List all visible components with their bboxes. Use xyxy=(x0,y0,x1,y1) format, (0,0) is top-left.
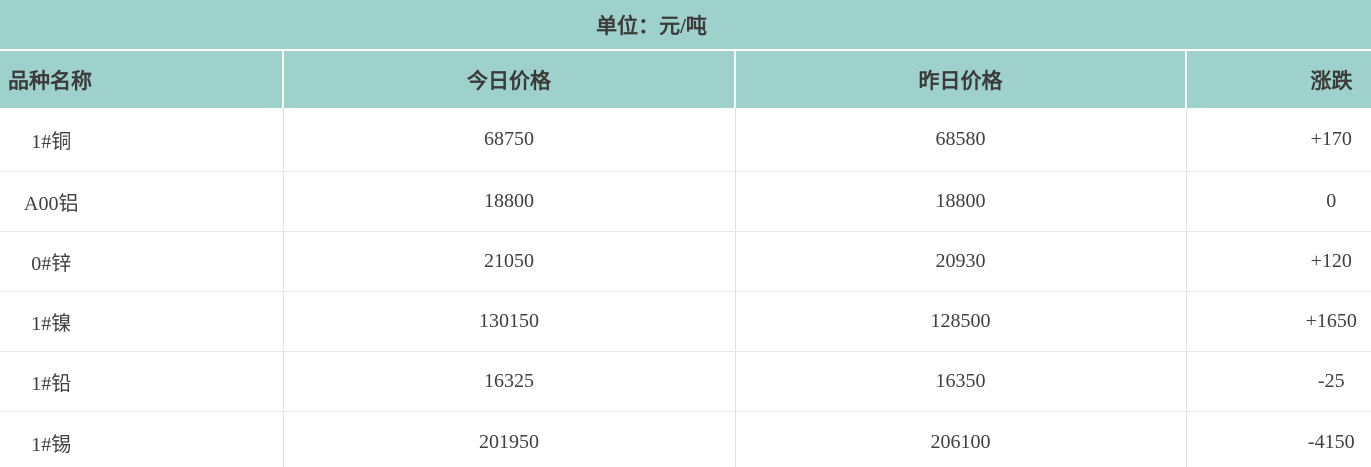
table-body: 1#铜 68750 68580 +170 A00铝 18800 18800 0 … xyxy=(0,108,1371,467)
header-variety-name: 品种名称 xyxy=(0,51,283,108)
variety-name-cell: 1#铜 xyxy=(0,108,283,172)
yesterday-price-cell: 16350 xyxy=(734,351,1186,412)
yesterday-price-cell: 206100 xyxy=(734,411,1186,467)
today-price-cell: 201950 xyxy=(282,411,735,467)
header-yesterday-price: 昨日价格 xyxy=(734,51,1186,108)
variety-name-cell: 1#锡 xyxy=(0,411,283,467)
today-price-cell: 130150 xyxy=(282,291,735,352)
table-row: 1#镍 130150 128500 +1650 xyxy=(0,291,1371,352)
today-price-cell: 21050 xyxy=(282,231,735,292)
variety-name-cell: A00铝 xyxy=(0,171,283,232)
change-cell: +1650 xyxy=(1185,291,1371,352)
table-row: A00铝 18800 18800 0 xyxy=(0,171,1371,232)
today-price-cell: 16325 xyxy=(282,351,735,412)
yesterday-price-cell: 20930 xyxy=(734,231,1186,292)
header-today-price: 今日价格 xyxy=(282,51,735,108)
table-header: 品种名称 今日价格 昨日价格 涨跌 xyxy=(0,51,1371,108)
variety-name-cell: 1#镍 xyxy=(0,291,283,352)
change-cell: -4150 xyxy=(1185,411,1371,467)
header-change: 涨跌 xyxy=(1185,51,1371,108)
yesterday-price-cell: 128500 xyxy=(734,291,1186,352)
table-row: 1#锡 201950 206100 -4150 xyxy=(0,411,1371,467)
unit-bar: 单位：元/吨 xyxy=(0,0,1371,51)
table-row: 1#铜 68750 68580 +170 xyxy=(0,108,1371,172)
yesterday-price-cell: 68580 xyxy=(734,108,1186,172)
change-cell: +120 xyxy=(1185,231,1371,292)
change-cell: -25 xyxy=(1185,351,1371,412)
today-price-cell: 68750 xyxy=(282,108,735,172)
header-row: 品种名称 今日价格 昨日价格 涨跌 xyxy=(0,51,1371,108)
metal-price-table: 品种名称 今日价格 昨日价格 涨跌 1#铜 68750 68580 +170 A… xyxy=(0,51,1371,467)
yesterday-price-cell: 18800 xyxy=(734,171,1186,232)
unit-label: 单位：元/吨 xyxy=(596,13,707,38)
variety-name-cell: 1#铅 xyxy=(0,351,283,412)
table-row: 0#锌 21050 20930 +120 xyxy=(0,231,1371,292)
table-row: 1#铅 16325 16350 -25 xyxy=(0,351,1371,412)
change-cell: 0 xyxy=(1185,171,1371,232)
variety-name-cell: 0#锌 xyxy=(0,231,283,292)
today-price-cell: 18800 xyxy=(282,171,735,232)
change-cell: +170 xyxy=(1185,108,1371,172)
